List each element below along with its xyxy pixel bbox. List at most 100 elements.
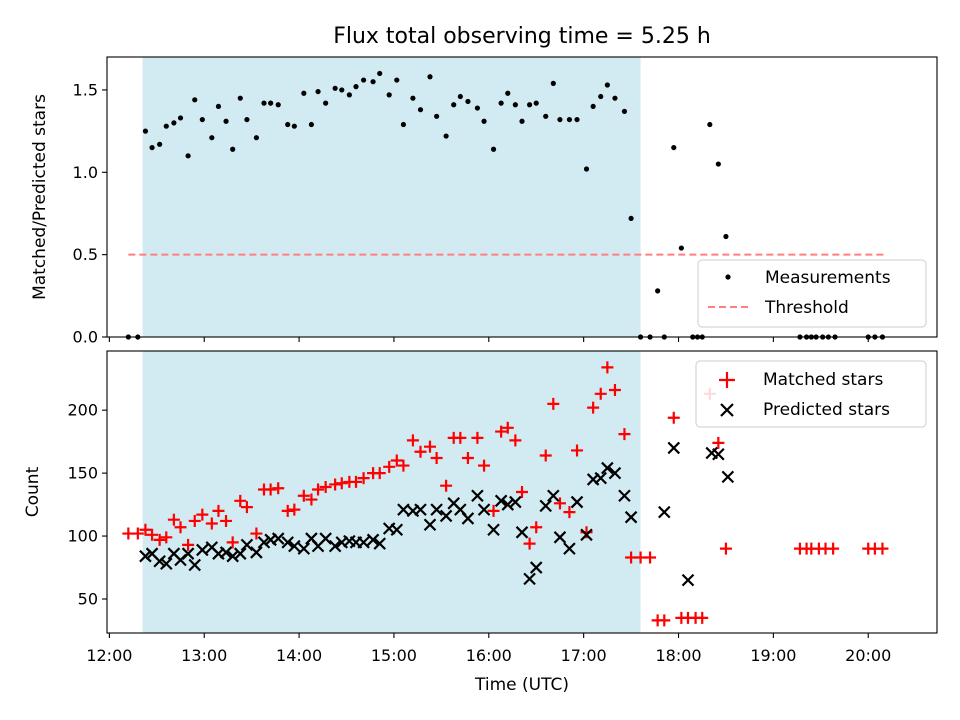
predicted-star-point xyxy=(240,538,254,552)
predicted-star-point xyxy=(250,546,263,559)
measurement-point xyxy=(339,87,345,93)
matched-star-point xyxy=(153,533,166,546)
measurement-point xyxy=(598,93,604,100)
measurement-point xyxy=(199,116,205,123)
matched-star-point xyxy=(478,459,491,472)
matched-star-point xyxy=(329,478,342,491)
matched-star-point xyxy=(539,449,552,462)
measurement-point xyxy=(149,144,155,151)
matched-star-point xyxy=(553,497,566,510)
matched-star-point xyxy=(712,436,725,449)
predicted-star-point xyxy=(319,532,332,545)
matched-star-point xyxy=(719,542,732,555)
matched-star-point xyxy=(250,527,263,540)
x-tick-label: 16:00 xyxy=(466,646,512,665)
matched-star-point xyxy=(547,397,560,410)
matched-star-point xyxy=(182,538,195,551)
chart-title: Flux total observing time = 5.25 h xyxy=(333,24,711,49)
matched-star-point xyxy=(350,475,362,488)
measurement-point xyxy=(268,100,274,106)
matched-star-point xyxy=(696,611,709,624)
predicted-star-point xyxy=(373,537,386,550)
legend-threshold-label: Threshold xyxy=(764,298,849,318)
predicted-star-point xyxy=(539,499,552,513)
matched-star-point xyxy=(667,411,680,424)
matched-star-point xyxy=(571,444,584,457)
measurement-point xyxy=(566,116,573,123)
matched-star-point xyxy=(146,528,159,541)
predicted-star-points xyxy=(139,441,735,587)
matched-star-point xyxy=(487,504,500,517)
top-y-tick-label: 1.5 xyxy=(73,80,98,99)
measurement-point xyxy=(386,92,392,98)
matched-star-point xyxy=(264,483,277,496)
predicted-star-point xyxy=(721,470,735,484)
measurement-point xyxy=(715,161,721,167)
top-legend: Measurements Threshold xyxy=(697,259,927,328)
matched-star-point xyxy=(618,428,631,441)
measurement-point xyxy=(574,116,580,123)
bottom-axes-frame xyxy=(106,350,938,634)
matched-star-point xyxy=(240,501,253,514)
predicted-star-point xyxy=(580,528,593,542)
measurement-point xyxy=(209,135,215,141)
matched-star-point xyxy=(495,425,508,438)
measurement-point xyxy=(427,74,433,80)
legend-measurements-label: Measurements xyxy=(765,268,891,288)
predicted-star-point xyxy=(439,509,453,523)
measurement-point xyxy=(215,103,222,110)
measurement-point xyxy=(291,123,297,129)
bottom-observing-window xyxy=(142,351,641,633)
measurement-point xyxy=(261,100,267,106)
measurement-point xyxy=(543,113,549,119)
predicted-star-point xyxy=(515,526,529,539)
matched-star-points xyxy=(122,361,889,627)
predicted-star-point xyxy=(477,503,491,516)
measurement-point xyxy=(346,92,352,98)
x-tick-label: 13:00 xyxy=(181,646,227,665)
measurement-point xyxy=(490,146,497,152)
matched-star-point xyxy=(658,614,671,627)
bottom-y-ticks: 50 100 150 200 xyxy=(67,401,107,609)
top-observing-window xyxy=(142,57,641,337)
x-tick-label: 19:00 xyxy=(750,646,796,665)
measurement-point xyxy=(244,116,250,123)
matched-star-point xyxy=(272,482,285,495)
predicted-star-point xyxy=(667,441,681,455)
matched-star-point xyxy=(461,452,474,465)
measurement-point xyxy=(655,288,661,294)
matched-star-point xyxy=(312,483,325,496)
matched-star-point xyxy=(383,460,396,473)
bottom-y-tick-label: 50 xyxy=(78,590,98,609)
top-x-ticks xyxy=(108,337,869,342)
measurement-point xyxy=(550,80,556,86)
top-axes-frame xyxy=(106,56,938,338)
measurement-point xyxy=(557,116,563,123)
matched-star-point xyxy=(357,472,370,485)
measurement-point xyxy=(671,144,677,151)
legend-predicted-marker xyxy=(720,403,734,417)
bottom-legend-box xyxy=(695,360,927,428)
matched-star-point xyxy=(160,531,173,544)
measurement-point xyxy=(526,102,533,108)
matched-star-point xyxy=(827,542,840,555)
predicted-star-point xyxy=(461,512,475,525)
matched-star-point xyxy=(188,514,201,527)
measurement-point xyxy=(253,135,259,141)
bottom-y-tick-label: 200 xyxy=(67,401,98,420)
measurement-point xyxy=(451,102,457,108)
matched-star-point xyxy=(454,431,467,444)
bottom-panel: 50 100 150 200 12:00 13:00 14:00 15:00 16:00 17:… xyxy=(23,350,938,695)
measurement-point xyxy=(377,70,383,77)
measurement-point xyxy=(481,118,487,124)
matched-star-point xyxy=(131,527,144,540)
predicted-star-point xyxy=(624,510,638,524)
matched-star-point xyxy=(414,445,427,458)
measurement-point xyxy=(192,97,198,103)
measurement-point xyxy=(583,166,590,172)
measurement-point xyxy=(410,95,416,101)
matched-star-point xyxy=(139,523,152,536)
matched-star-point xyxy=(523,537,536,550)
measurement-point xyxy=(370,79,376,85)
matched-star-point xyxy=(608,384,621,397)
